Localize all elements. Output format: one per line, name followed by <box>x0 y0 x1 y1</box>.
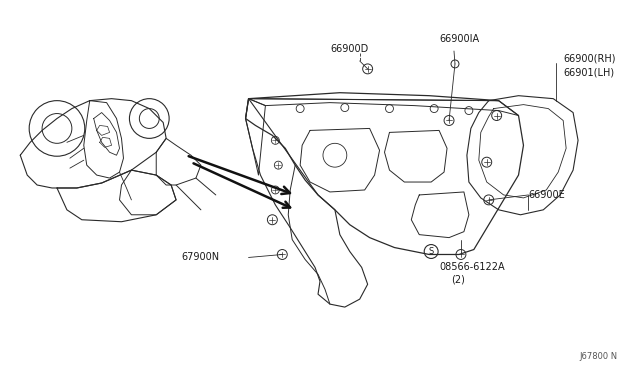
Text: 66900E: 66900E <box>529 190 565 200</box>
Text: 66900(RH): 66900(RH) <box>563 54 616 64</box>
Text: J67800 N: J67800 N <box>580 352 618 361</box>
Text: (2): (2) <box>451 274 465 284</box>
Text: S: S <box>429 247 434 256</box>
Text: 66901(LH): 66901(LH) <box>563 68 614 78</box>
Text: 66900IA: 66900IA <box>439 34 479 44</box>
Text: 66900D: 66900D <box>330 44 368 54</box>
Text: 08566-6122A: 08566-6122A <box>439 262 505 272</box>
Text: 67900N: 67900N <box>181 253 219 263</box>
